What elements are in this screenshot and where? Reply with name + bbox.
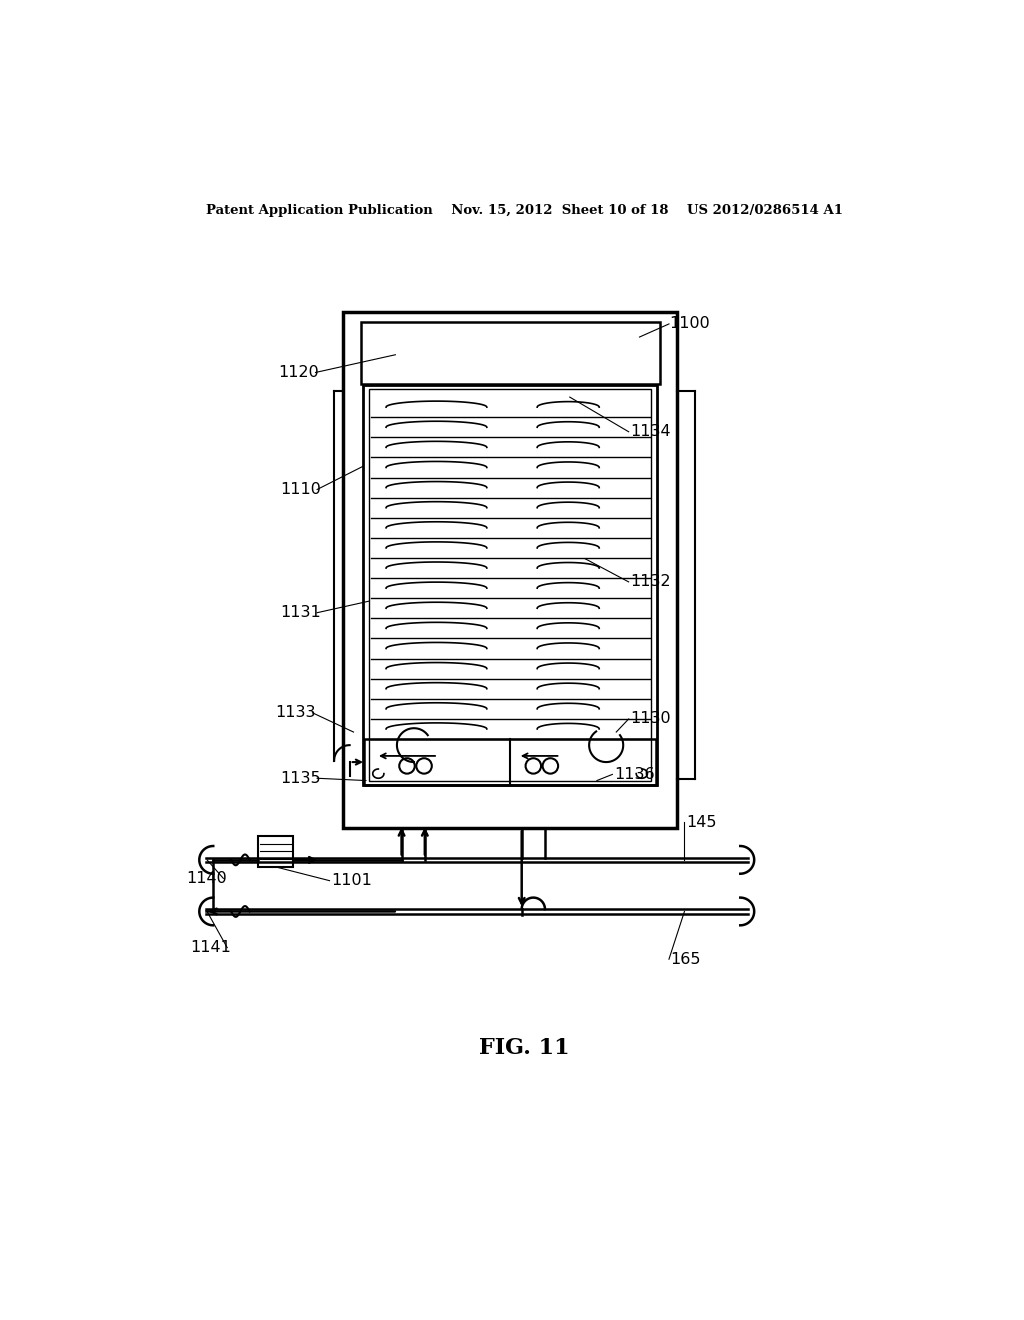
Text: 145: 145 bbox=[686, 814, 717, 830]
Text: FIG. 11: FIG. 11 bbox=[479, 1036, 570, 1059]
Text: 1134: 1134 bbox=[630, 424, 671, 440]
Text: 1132: 1132 bbox=[630, 574, 671, 590]
Text: 1120: 1120 bbox=[279, 364, 319, 380]
Text: 1110: 1110 bbox=[280, 482, 321, 498]
Bar bbox=[362, 385, 657, 785]
Text: Patent Application Publication    Nov. 15, 2012  Sheet 10 of 18    US 2012/02865: Patent Application Publication Nov. 15, … bbox=[206, 205, 844, 218]
Text: 1100: 1100 bbox=[669, 317, 710, 331]
Text: 1133: 1133 bbox=[275, 705, 315, 721]
Text: 1140: 1140 bbox=[186, 871, 227, 886]
Bar bbox=[360, 322, 659, 384]
Text: 165: 165 bbox=[671, 952, 701, 966]
Bar bbox=[258, 836, 293, 867]
Text: 1141: 1141 bbox=[190, 940, 230, 956]
Text: 1136: 1136 bbox=[614, 767, 654, 781]
Text: 1131: 1131 bbox=[280, 605, 321, 620]
Bar bbox=[369, 389, 651, 780]
Text: 1135: 1135 bbox=[280, 771, 321, 785]
Bar bbox=[365, 739, 655, 785]
Text: 1101: 1101 bbox=[331, 873, 372, 888]
Text: 1130: 1130 bbox=[630, 711, 671, 726]
Bar bbox=[343, 313, 677, 829]
